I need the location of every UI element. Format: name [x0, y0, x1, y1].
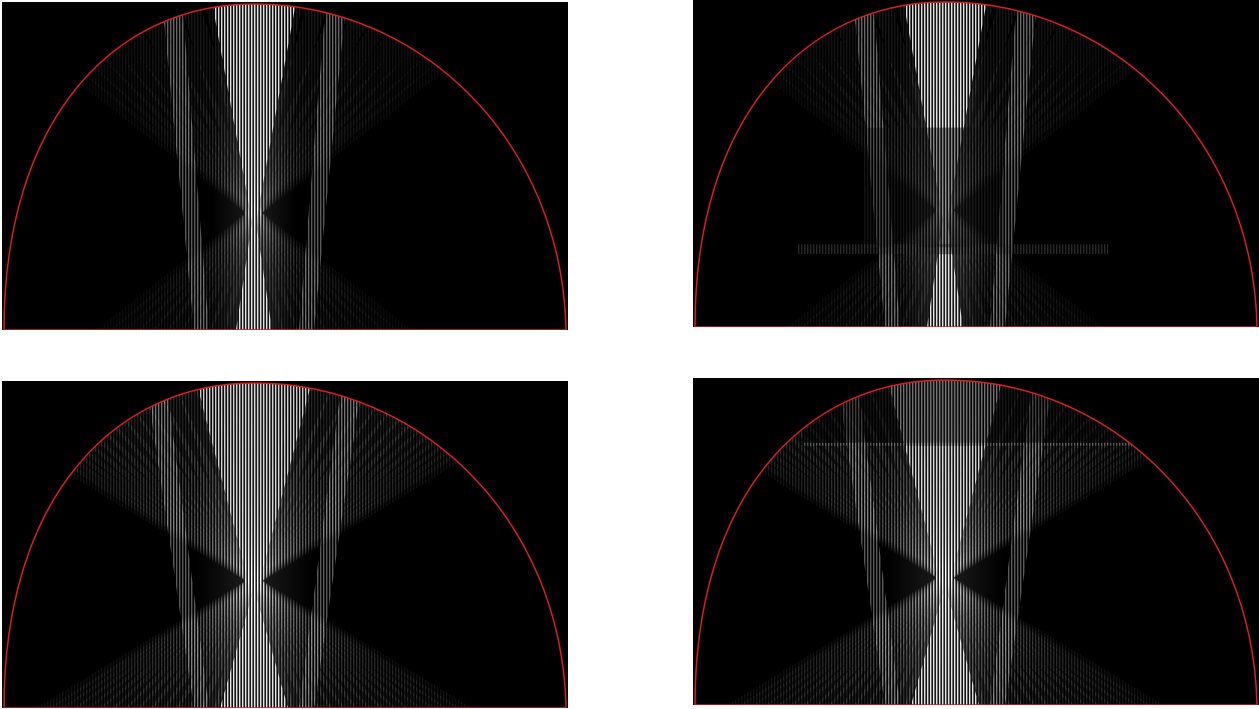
simulation-panel-bottom-left: [2, 381, 568, 708]
simulation-panel-top-right: [693, 0, 1259, 327]
wave-pattern-plot: [693, 0, 1259, 327]
wave-pattern-plot: [2, 2, 568, 330]
wave-pattern-plot: [2, 381, 568, 708]
simulation-panel-bottom-right: [693, 378, 1259, 705]
simulation-panel-top-left: [2, 2, 568, 330]
wave-pattern-plot: [693, 378, 1259, 705]
